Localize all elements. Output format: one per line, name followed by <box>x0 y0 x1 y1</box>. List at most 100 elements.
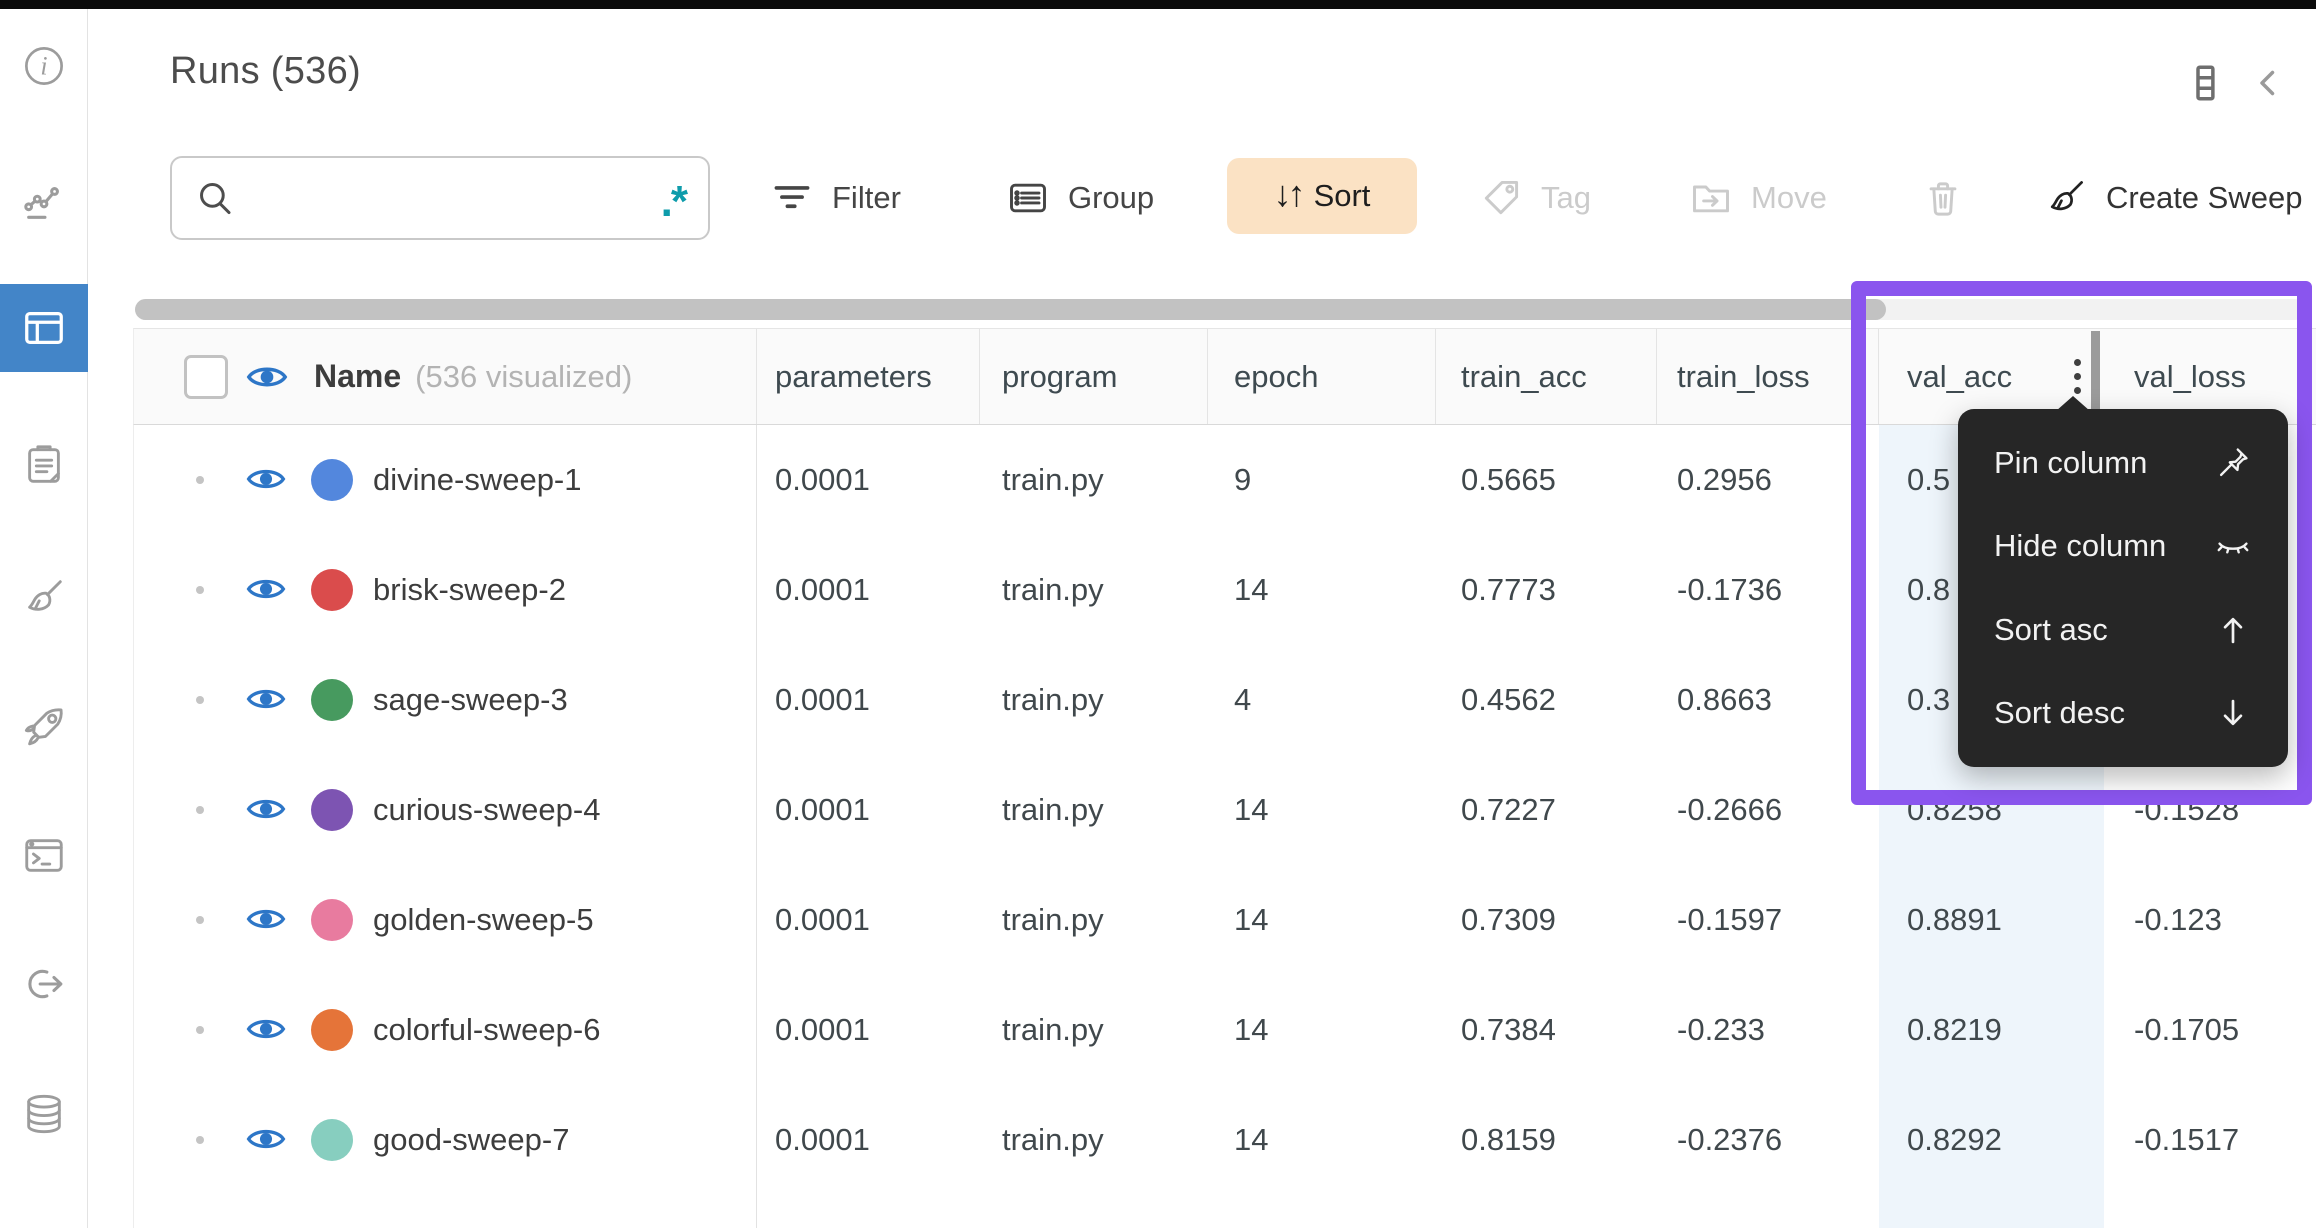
broom-icon <box>21 575 67 621</box>
menu-item-sort-asc[interactable]: Sort asc <box>1958 591 2288 669</box>
cell-train-acc: 0.7384 <box>1461 1012 1556 1047</box>
workspace-sidebar: i <box>0 9 88 1228</box>
table-row[interactable]: sage-sweep-3 0.0001 train.py 4 0.4562 0.… <box>134 645 2316 755</box>
visibility-eye-icon[interactable] <box>244 354 290 400</box>
visualized-count-label: (536 visualized) <box>415 358 633 394</box>
regex-toggle-icon[interactable]: .* <box>660 177 688 226</box>
cell-train-acc: 0.8159 <box>1461 1122 1556 1157</box>
tag-label: Tag <box>1541 180 1591 215</box>
eye-closed-icon <box>2214 527 2252 565</box>
column-header-parameters[interactable]: parameters <box>775 358 932 394</box>
cell-train-acc: 0.4562 <box>1461 682 1556 717</box>
cell-train-acc: 0.7773 <box>1461 572 1556 607</box>
table-row[interactable]: brisk-sweep-2 0.0001 train.py 14 0.7773 … <box>134 535 2316 645</box>
visibility-eye-icon[interactable] <box>244 1117 288 1161</box>
cell-val-acc: 0.8292 <box>1907 1122 2002 1157</box>
menu-item-sort-desc[interactable]: Sort desc <box>1958 674 2288 752</box>
column-header-val-loss[interactable]: val_loss <box>2134 358 2246 394</box>
cell-parameters: 0.0001 <box>775 792 870 827</box>
name-column-divider <box>756 425 757 1228</box>
sidebar-item-logs[interactable] <box>0 420 88 508</box>
sidebar-item-overview[interactable]: i <box>0 22 88 110</box>
column-layout-icon[interactable] <box>2184 62 2226 104</box>
pin-icon <box>2214 444 2252 482</box>
tag-button[interactable]: Tag <box>1479 156 1591 240</box>
visibility-eye-icon[interactable] <box>244 787 288 831</box>
menu-item-label: Sort desc <box>1994 694 2125 730</box>
run-name-link[interactable]: brisk-sweep-2 <box>373 572 566 607</box>
run-name-link[interactable]: good-sweep-7 <box>373 1122 570 1157</box>
sidebar-item-sweeps[interactable] <box>0 554 88 642</box>
column-header-val-acc[interactable]: val_acc <box>1907 358 2013 394</box>
visibility-eye-icon[interactable] <box>244 1007 288 1051</box>
cell-train-loss: -0.2376 <box>1677 1122 1783 1157</box>
sidebar-item-jobs[interactable] <box>0 811 88 899</box>
sort-label: Sort <box>1313 178 1371 213</box>
menu-item-hide-column[interactable]: Hide column <box>1958 507 2288 585</box>
run-arrow-icon <box>21 961 67 1007</box>
visibility-eye-icon[interactable] <box>244 677 288 721</box>
filter-button[interactable]: Filter <box>770 156 901 240</box>
collapse-chevron-left-icon[interactable] <box>2248 62 2290 104</box>
cell-val-acc: 0.8219 <box>1907 1012 2002 1047</box>
table-row[interactable]: good-sweep-7 0.0001 train.py 14 0.8159 -… <box>134 1085 2316 1195</box>
cell-epoch: 14 <box>1234 1012 1269 1047</box>
table-row[interactable]: golden-sweep-5 0.0001 train.py 14 0.7309… <box>134 865 2316 975</box>
column-resize-handle[interactable] <box>2091 331 2100 424</box>
menu-item-label: Hide column <box>1994 528 2167 564</box>
menu-item-pin-column[interactable]: Pin column <box>1958 424 2288 502</box>
filter-label: Filter <box>832 180 901 215</box>
table-row[interactable]: curious-sweep-4 0.0001 train.py 14 0.722… <box>134 755 2316 865</box>
column-header-name[interactable]: Name (536 visualized) <box>314 329 632 424</box>
create-sweep-button[interactable]: Create Sweep <box>2044 156 2302 240</box>
table-row[interactable]: divine-sweep-1 0.0001 train.py 9 0.5665 … <box>134 425 2316 535</box>
column-header-train-acc[interactable]: train_acc <box>1461 358 1587 394</box>
menu-item-label: Pin column <box>1994 445 2148 481</box>
sidebar-item-charts[interactable] <box>0 158 88 246</box>
cell-val-acc: 0.3 <box>1907 682 1951 717</box>
table-row[interactable]: colorful-sweep-6 0.0001 train.py 14 0.73… <box>134 975 2316 1085</box>
rocket-icon <box>21 704 67 750</box>
move-label: Move <box>1751 180 1827 215</box>
column-header-epoch[interactable]: epoch <box>1234 358 1319 394</box>
sidebar-item-launch[interactable] <box>0 683 88 771</box>
horizontal-scrollbar-thumb[interactable] <box>135 299 1886 320</box>
sort-button[interactable]: ↓↑ Sort <box>1227 158 1417 234</box>
run-name-link[interactable]: divine-sweep-1 <box>373 462 582 497</box>
cell-train-loss: 0.2956 <box>1677 462 1772 497</box>
cell-val-loss: -0.1517 <box>2134 1122 2240 1157</box>
visibility-eye-icon[interactable] <box>244 567 288 611</box>
run-name-link[interactable]: golden-sweep-5 <box>373 902 594 937</box>
search-input[interactable] <box>236 180 661 216</box>
arrow-down-icon <box>2214 694 2252 732</box>
cell-program: train.py <box>1002 1122 1104 1157</box>
cell-val-acc: 0.8891 <box>1907 902 2002 937</box>
group-button[interactable]: Group <box>1006 156 1154 240</box>
sidebar-item-runs-table[interactable] <box>0 284 88 372</box>
run-name-link[interactable]: curious-sweep-4 <box>373 792 601 827</box>
column-header-program[interactable]: program <box>1002 358 1118 394</box>
visibility-eye-icon[interactable] <box>244 897 288 941</box>
move-button[interactable]: Move <box>1689 156 1827 240</box>
cell-program: train.py <box>1002 462 1104 497</box>
arrow-up-icon <box>2214 611 2252 649</box>
run-name-link[interactable]: sage-sweep-3 <box>373 682 568 717</box>
run-name-link[interactable]: colorful-sweep-6 <box>373 1012 601 1047</box>
delete-button[interactable] <box>1921 156 1965 240</box>
cell-val-loss: -0.1705 <box>2134 1012 2240 1047</box>
sidebar-item-automations[interactable] <box>0 940 88 1028</box>
column-divider <box>1656 329 1657 424</box>
cell-program: train.py <box>1002 792 1104 827</box>
select-all-checkbox[interactable] <box>184 355 228 399</box>
run-color-dot <box>311 899 353 941</box>
trash-icon <box>1921 176 1965 220</box>
cell-val-acc: 0.5 <box>1907 462 1951 497</box>
clipboard-icon <box>21 441 67 487</box>
sidebar-item-artifacts[interactable] <box>0 1070 88 1158</box>
val-acc-column-menu-icon[interactable] <box>2059 329 2095 424</box>
column-header-train-loss[interactable]: train_loss <box>1677 358 1810 394</box>
cell-train-acc: 0.5665 <box>1461 462 1556 497</box>
visibility-eye-icon[interactable] <box>244 457 288 501</box>
run-color-dot <box>311 1119 353 1161</box>
